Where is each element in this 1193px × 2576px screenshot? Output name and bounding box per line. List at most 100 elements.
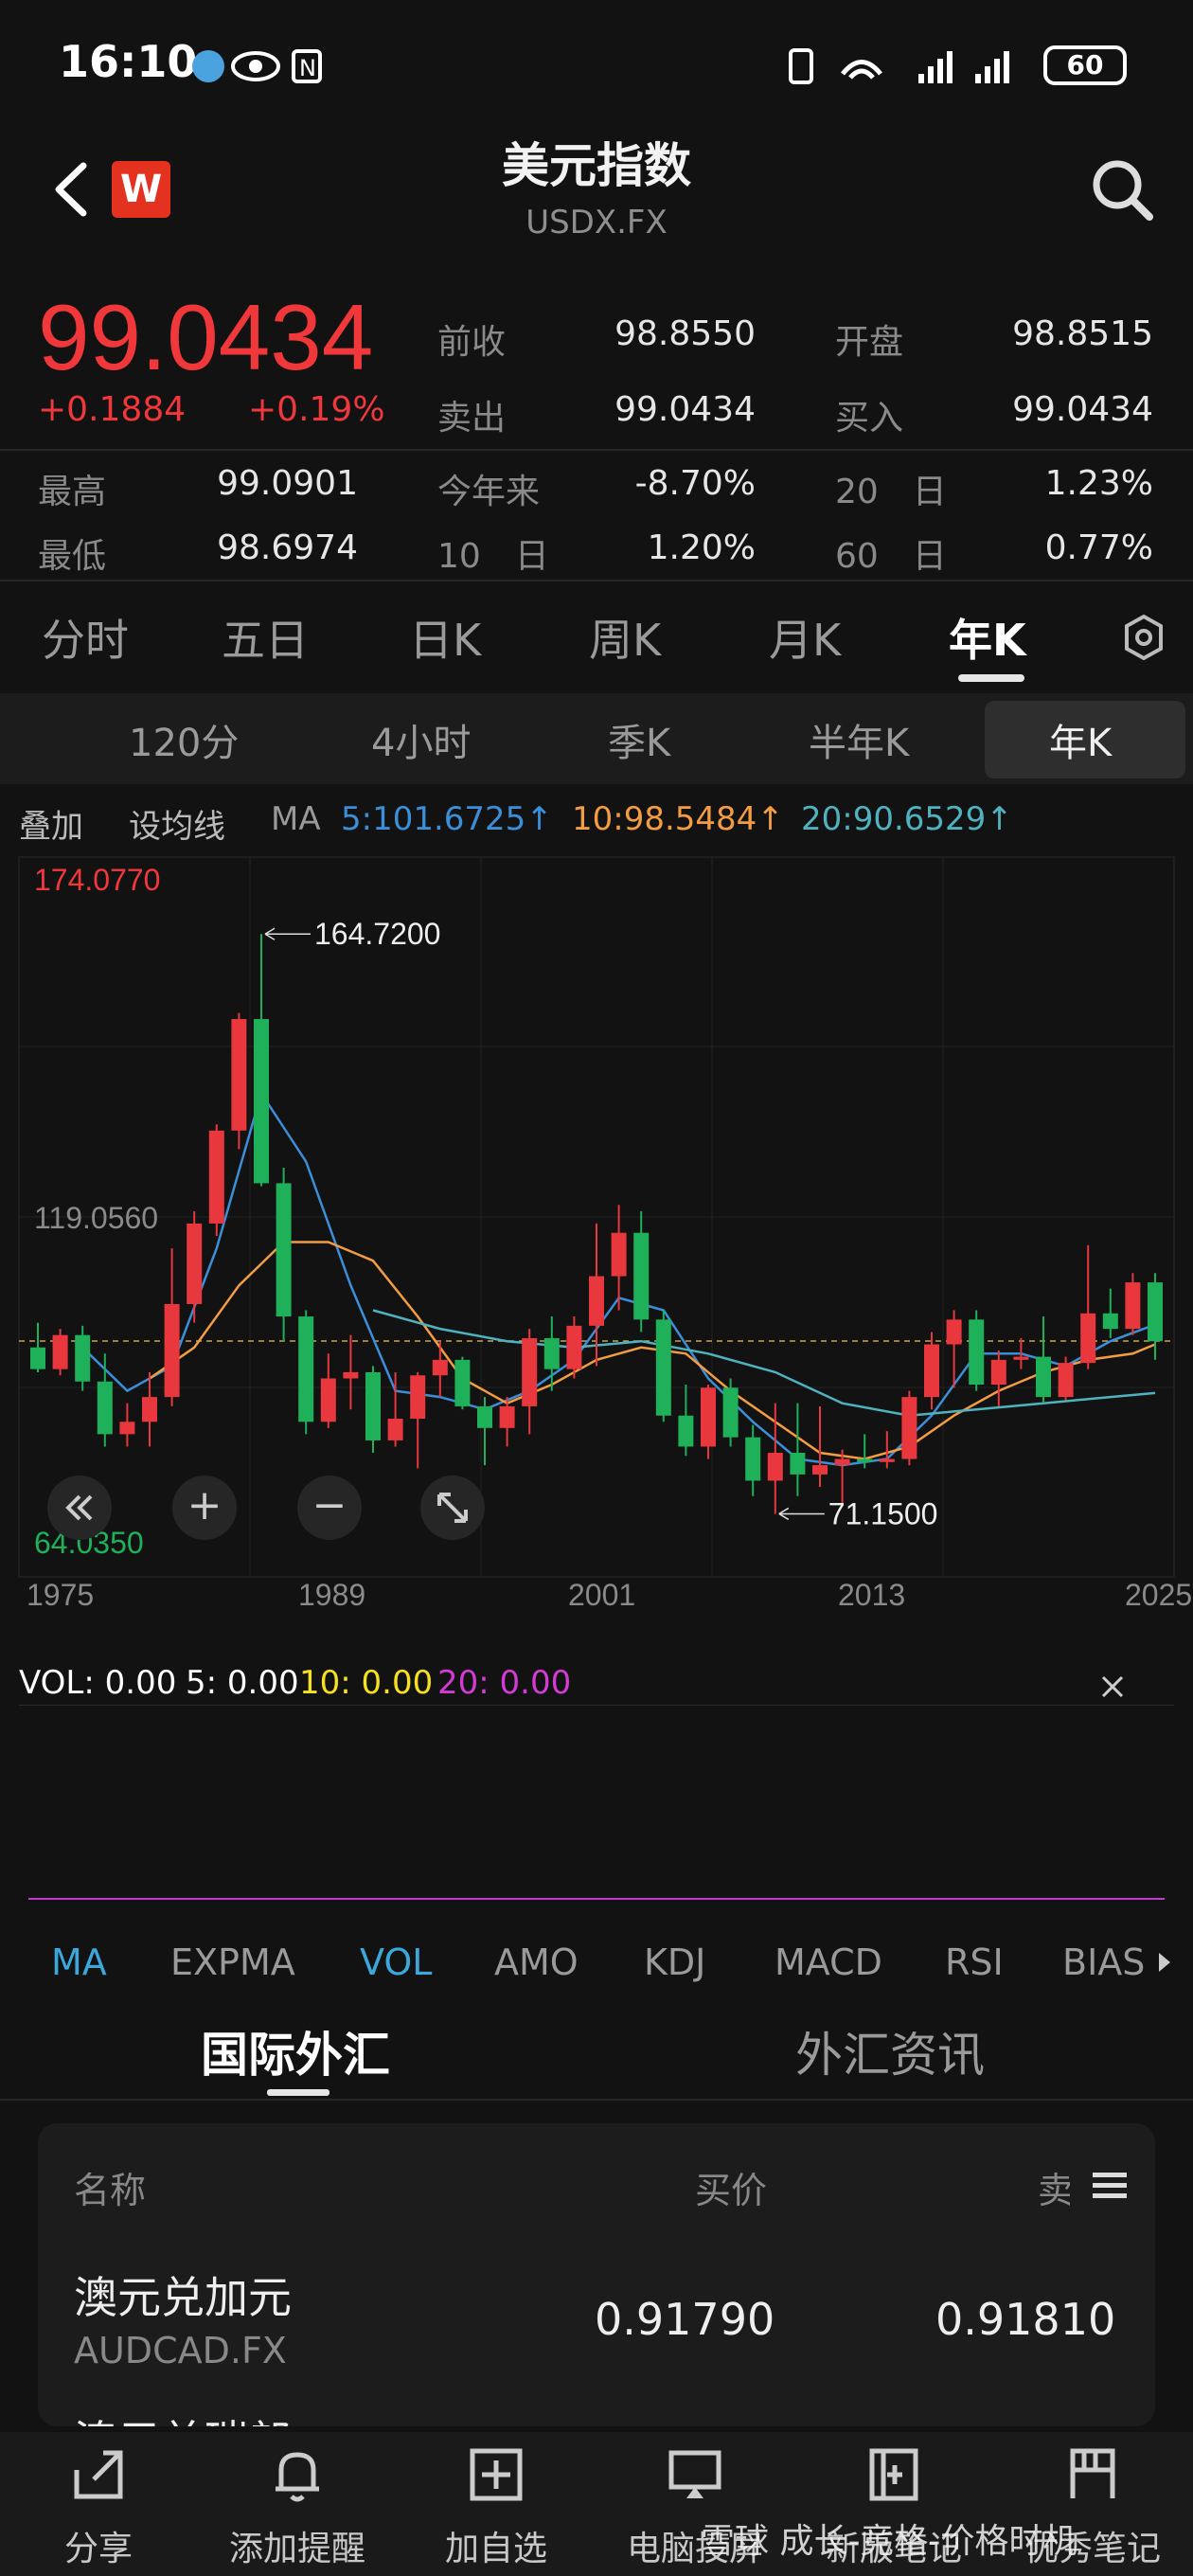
- tab-monthly-k[interactable]: 月K: [769, 615, 842, 666]
- share-button[interactable]: 分享: [13, 2442, 184, 2570]
- indicator-vol[interactable]: VOL: [360, 1941, 433, 1983]
- candle-body: [701, 1387, 716, 1447]
- candlesticks: [30, 934, 1163, 1514]
- vol-10: 10: 0.00: [299, 1664, 434, 1702]
- set-ma-button[interactable]: 设均线: [129, 808, 225, 846]
- double-chevron-left-icon: [65, 1494, 93, 1521]
- zoom-in-button[interactable]: +: [172, 1476, 237, 1540]
- price-change-pct: +0.19%: [248, 390, 385, 429]
- candle-2011: [834, 1449, 850, 1506]
- subtab-quarterly-k[interactable]: 季K: [608, 722, 671, 765]
- table-row[interactable]: 澳元兑加元 AUDCAD.FX 0.91790 0.91810: [38, 2237, 1155, 2426]
- candle-2025: [1148, 1273, 1163, 1360]
- tab-daily-k[interactable]: 日K: [409, 615, 482, 666]
- tab-weekly-k[interactable]: 周K: [589, 615, 662, 666]
- candle-1998: [543, 1316, 560, 1391]
- new-note-button[interactable]: 新版笔记: [809, 2442, 979, 2570]
- candle-body: [254, 1018, 269, 1184]
- subtab-120min[interactable]: 120分: [129, 722, 240, 765]
- add-watchlist-button[interactable]: 加自选: [411, 2442, 581, 2570]
- buy-label: 买入: [835, 399, 904, 438]
- indicator-ma[interactable]: MA: [51, 1941, 107, 1983]
- candle-body: [722, 1387, 739, 1438]
- status-app-icons: N: [192, 49, 322, 83]
- open-value: 98.8515: [1012, 314, 1153, 353]
- pair-name[interactable]: 澳元兑瑞郎: [74, 2407, 292, 2426]
- zoom-out-button[interactable]: −: [297, 1476, 362, 1540]
- candle-body: [97, 1381, 113, 1435]
- indicator-rsi[interactable]: RSI: [945, 1941, 1004, 1983]
- candle-2007: [745, 1424, 761, 1496]
- bottom-action-bar: [0, 2432, 1193, 2576]
- overlay-button[interactable]: 叠加: [19, 808, 83, 846]
- candle-body: [320, 1378, 336, 1422]
- candle-body: [142, 1397, 157, 1422]
- svg-text:N: N: [299, 55, 316, 81]
- candle-2018: [990, 1351, 1006, 1406]
- candle-1987: [298, 1310, 314, 1435]
- fullscreen-button[interactable]: [420, 1476, 485, 1540]
- chart-settings-icon[interactable]: [1123, 614, 1165, 661]
- prev-close-value: 98.8550: [614, 314, 756, 353]
- add-alert-button[interactable]: 添加提醒: [212, 2442, 383, 2570]
- scroll-left-button[interactable]: [47, 1476, 112, 1540]
- candle-2020: [1036, 1316, 1051, 1404]
- sell-value: 99.0434: [614, 390, 756, 429]
- subtab-yearly-k[interactable]: 年K: [1049, 722, 1113, 765]
- tab-yearly-k[interactable]: 年K: [949, 615, 1026, 666]
- indicator-amo[interactable]: AMO: [494, 1941, 579, 1983]
- more-indicators-arrow-icon[interactable]: [1157, 1951, 1172, 1974]
- indicator-expma[interactable]: EXPMA: [170, 1941, 295, 1983]
- candle-body: [522, 1337, 538, 1406]
- yearly-k-chart[interactable]: 174.0770119.056064.0350164.720071.150019…: [18, 856, 1192, 1612]
- high-value: 99.0901: [217, 464, 358, 503]
- candle-body: [1036, 1356, 1051, 1398]
- open-label: 开盘: [835, 323, 904, 362]
- column-menu-button[interactable]: [1070, 2142, 1155, 2227]
- candle-body: [566, 1325, 582, 1369]
- candle-body: [208, 1130, 224, 1224]
- candle-1983: [208, 1124, 224, 1236]
- tab-intraday[interactable]: 分时: [42, 615, 129, 666]
- d10-label: 10 日: [437, 537, 549, 576]
- candle-body: [1013, 1356, 1029, 1360]
- candle-1978: [97, 1353, 113, 1447]
- d60-label: 60 日: [835, 537, 947, 576]
- candle-2012: [857, 1434, 873, 1469]
- tab-intl-forex[interactable]: 国际外汇: [201, 2028, 390, 2083]
- candle-body: [298, 1316, 314, 1422]
- search-icon[interactable]: [1089, 156, 1155, 223]
- candle-1979: [119, 1403, 135, 1447]
- candle-2015: [924, 1332, 939, 1410]
- candle-body: [1080, 1313, 1096, 1364]
- candle-2019: [1013, 1337, 1029, 1369]
- cast-button[interactable]: 电脑投屏: [610, 2442, 780, 2570]
- active-tab-indicator: [958, 674, 1024, 682]
- candle-body: [767, 1452, 783, 1481]
- col-ask: 卖: [1038, 2170, 1075, 2211]
- tab-forex-news[interactable]: 外汇资讯: [795, 2028, 985, 2083]
- pair-code: AUDCAD.FX: [74, 2330, 287, 2371]
- indicator-kdj[interactable]: KDJ: [644, 1941, 706, 1983]
- y-mid-label: 119.0560: [34, 1201, 158, 1235]
- share-icon: [74, 2450, 123, 2499]
- candle-2004: [678, 1385, 694, 1457]
- subtab-4hour[interactable]: 4小时: [371, 722, 472, 765]
- indicator-bias[interactable]: BIAS: [1062, 1941, 1146, 1983]
- candle-body: [633, 1232, 650, 1320]
- candle-1994: [454, 1356, 471, 1410]
- indicator-macd[interactable]: MACD: [775, 1941, 882, 1983]
- candle-2014: [901, 1390, 917, 1466]
- back-arrow-icon[interactable]: [47, 156, 95, 223]
- d20-value: 1.23%: [1044, 464, 1153, 503]
- subtab-half-year-k[interactable]: 半年K: [809, 722, 910, 765]
- candle-1985: [254, 934, 269, 1187]
- chart-grid: [18, 856, 1175, 1578]
- close-icon[interactable]: [1098, 1673, 1127, 1701]
- candle-1984: [231, 1012, 247, 1150]
- tab-five-day[interactable]: 五日: [222, 615, 309, 666]
- candle-2009: [790, 1403, 806, 1496]
- page-title: 美元指数: [502, 138, 691, 193]
- excellent-note-button[interactable]: 优秀笔记: [1007, 2442, 1178, 2570]
- menu-icon: [1093, 2173, 1127, 2198]
